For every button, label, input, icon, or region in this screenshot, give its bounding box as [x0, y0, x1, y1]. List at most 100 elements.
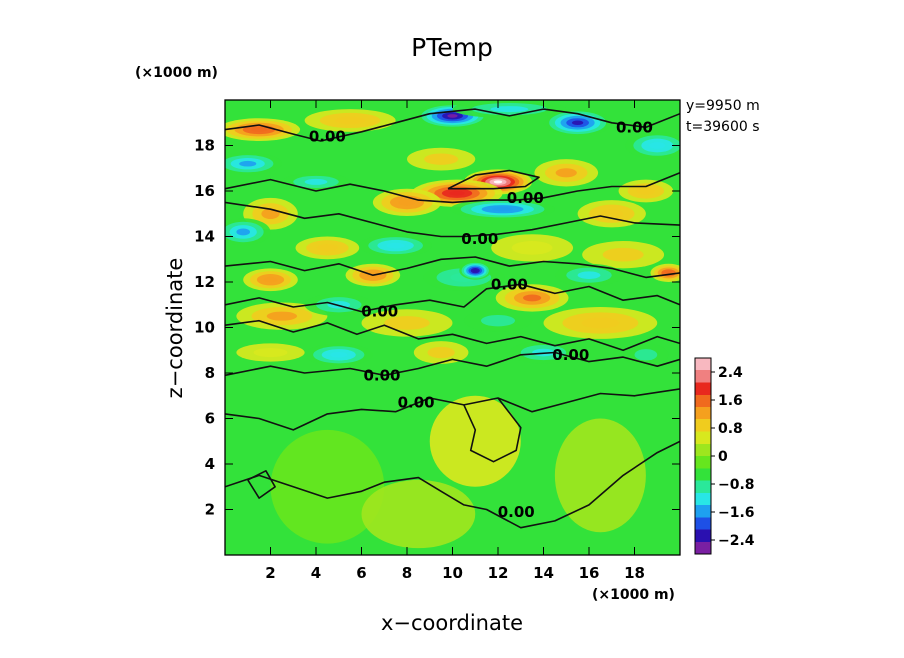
- field-blob-39-level-1: [429, 395, 521, 487]
- y-tick-label-8: 8: [205, 364, 215, 382]
- contour-line-9: [463, 397, 522, 463]
- colorbar: 2.4 1.6 0.8 0 −0.8 −1.6 −2.4: [694, 357, 755, 555]
- field-blob-0-level-8: [493, 180, 503, 184]
- field-blob-2-level-4: [398, 198, 416, 206]
- contour-label-7: 0.00: [363, 366, 400, 384]
- field-blob-11-level-3: [304, 178, 328, 185]
- contour-line-5: [225, 283, 680, 313]
- field-blob-17-level-4: [236, 228, 251, 236]
- contour-line-6: [225, 319, 680, 352]
- y-tick-label-16: 16: [194, 182, 215, 200]
- y-axis-ticks: 2 4 6 8 10 12 14 16 18: [194, 137, 680, 519]
- contour-label-9: 0.00: [498, 503, 535, 521]
- contour-label-3: 0.00: [461, 230, 498, 248]
- y-tick-label-6: 6: [205, 410, 215, 428]
- field-blob-7-level-7: [447, 114, 458, 118]
- field-blob-15-level-2: [424, 153, 459, 165]
- contour-label-0: 0.00: [309, 127, 346, 145]
- field-blob-31-level-3: [581, 317, 620, 329]
- info-y-position: y=9950 m: [686, 98, 760, 114]
- colorbar-scale: [694, 357, 712, 555]
- chart-title: PTemp: [411, 33, 493, 62]
- field-blob-37-level-2: [634, 349, 658, 361]
- field-blob-1-level-6: [449, 191, 465, 196]
- field-blob-29-level-3: [266, 311, 298, 321]
- field-blob-9-level-3: [490, 106, 529, 113]
- y-tick-label-2: 2: [205, 501, 215, 519]
- field-blob-34-level-4: [330, 351, 348, 358]
- field-blob-3-level-3: [261, 208, 280, 220]
- x-axis-ticks: 2 4 6 8 10 12 14 16 18: [265, 100, 645, 582]
- contour-line-3: [225, 201, 680, 238]
- contour-line-4: [225, 256, 680, 279]
- colorbar-tick-label-4: −0.8: [718, 477, 755, 493]
- colorbar-tick-label-3: 0: [718, 449, 728, 465]
- x-tick-label-18: 18: [624, 564, 645, 582]
- field-blob-10-level-4: [239, 160, 257, 167]
- field-blob-42-level-1: [361, 479, 476, 549]
- colorbar-tick-label-0: 2.4: [718, 365, 743, 381]
- field-blob-41-level-1: [270, 429, 385, 544]
- x-tick-label-8: 8: [402, 564, 412, 582]
- field-blob-33-level-2: [480, 314, 516, 327]
- field-blob-12-level-4: [649, 142, 666, 149]
- contour-labels: 0.00 0.00 0.00 0.00 0.00 0.00 0.00 0.00 0.00 0.00: [309, 118, 653, 520]
- y-tick-label-14: 14: [194, 228, 215, 246]
- y-axis-unit: (×1000 m): [135, 65, 218, 81]
- colorbar-ticks: 2.4 1.6 0.8 0 −0.8 −1.6 −2.4: [711, 365, 755, 549]
- field-blob-30-level-2: [384, 316, 430, 330]
- contour-line-7: [225, 351, 680, 377]
- field-blob-28-level-3: [577, 271, 601, 279]
- x-tick-label-4: 4: [311, 564, 321, 582]
- field-blob-40-level-1: [554, 418, 646, 533]
- field-blob-36-level-2: [427, 346, 455, 359]
- y-tick-label-18: 18: [194, 137, 215, 155]
- field-blob-6-level-5: [492, 207, 514, 212]
- plot-area: 0.00 0.00 0.00 0.00 0.00 0.00 0.00 0.00 0.00 0.00: [224, 99, 681, 556]
- colorbar-tick-label-1: 1.6: [718, 393, 743, 409]
- contour-label-1: 0.00: [616, 118, 653, 136]
- x-tick-label-12: 12: [488, 564, 509, 582]
- y-tick-label-12: 12: [194, 273, 215, 291]
- field-blob-18-level-4: [386, 242, 405, 249]
- contour-label-5: 0.00: [361, 303, 398, 321]
- x-tick-label-14: 14: [533, 564, 554, 582]
- field-blob-27-level-4: [523, 294, 542, 302]
- contour-line-10: [225, 440, 680, 529]
- x-tick-label-2: 2: [265, 564, 275, 582]
- field-blobs: [225, 100, 680, 549]
- field-blob-21-level-2: [602, 247, 644, 262]
- field-blob-13-level-5: [250, 127, 268, 132]
- y-tick-label-4: 4: [205, 455, 215, 473]
- field-blob-14-level-3: [334, 116, 366, 125]
- colorbar-tick-label-6: −2.4: [718, 533, 755, 549]
- contour-lines: [225, 108, 680, 529]
- colorbar-tick-label-5: −1.6: [718, 505, 755, 521]
- field-blob-5-level-3: [636, 187, 655, 195]
- info-time: t=39600 s: [686, 119, 760, 135]
- x-tick-label-16: 16: [579, 564, 600, 582]
- contour-label-8: 0.00: [398, 394, 435, 412]
- y-axis-title: z−coordinate: [163, 258, 187, 399]
- contour-line-8: [225, 388, 680, 431]
- field-blob-38-level-2: [253, 347, 288, 358]
- contour-label-2: 0.00: [507, 189, 544, 207]
- field-blob-4-level-3: [555, 168, 577, 178]
- contour-line-2: [447, 169, 540, 190]
- y-tick-label-10: 10: [194, 319, 215, 337]
- field-blob-23-level-7: [472, 269, 478, 272]
- contour-line-0: [225, 108, 680, 142]
- x-tick-label-10: 10: [442, 564, 463, 582]
- contour-line-1: [225, 172, 680, 204]
- field-blob-19-level-3: [316, 244, 338, 252]
- x-axis-unit: (×1000 m): [592, 587, 675, 603]
- colorbar-tick-label-2: 0.8: [718, 421, 743, 437]
- field-blob-20-level-2: [511, 241, 553, 255]
- contour-label-6: 0.00: [552, 346, 589, 364]
- contour-line-11: [247, 470, 276, 499]
- x-tick-label-6: 6: [356, 564, 366, 582]
- field-blob-8-level-6: [571, 120, 584, 126]
- x-axis-title: x−coordinate: [381, 611, 523, 635]
